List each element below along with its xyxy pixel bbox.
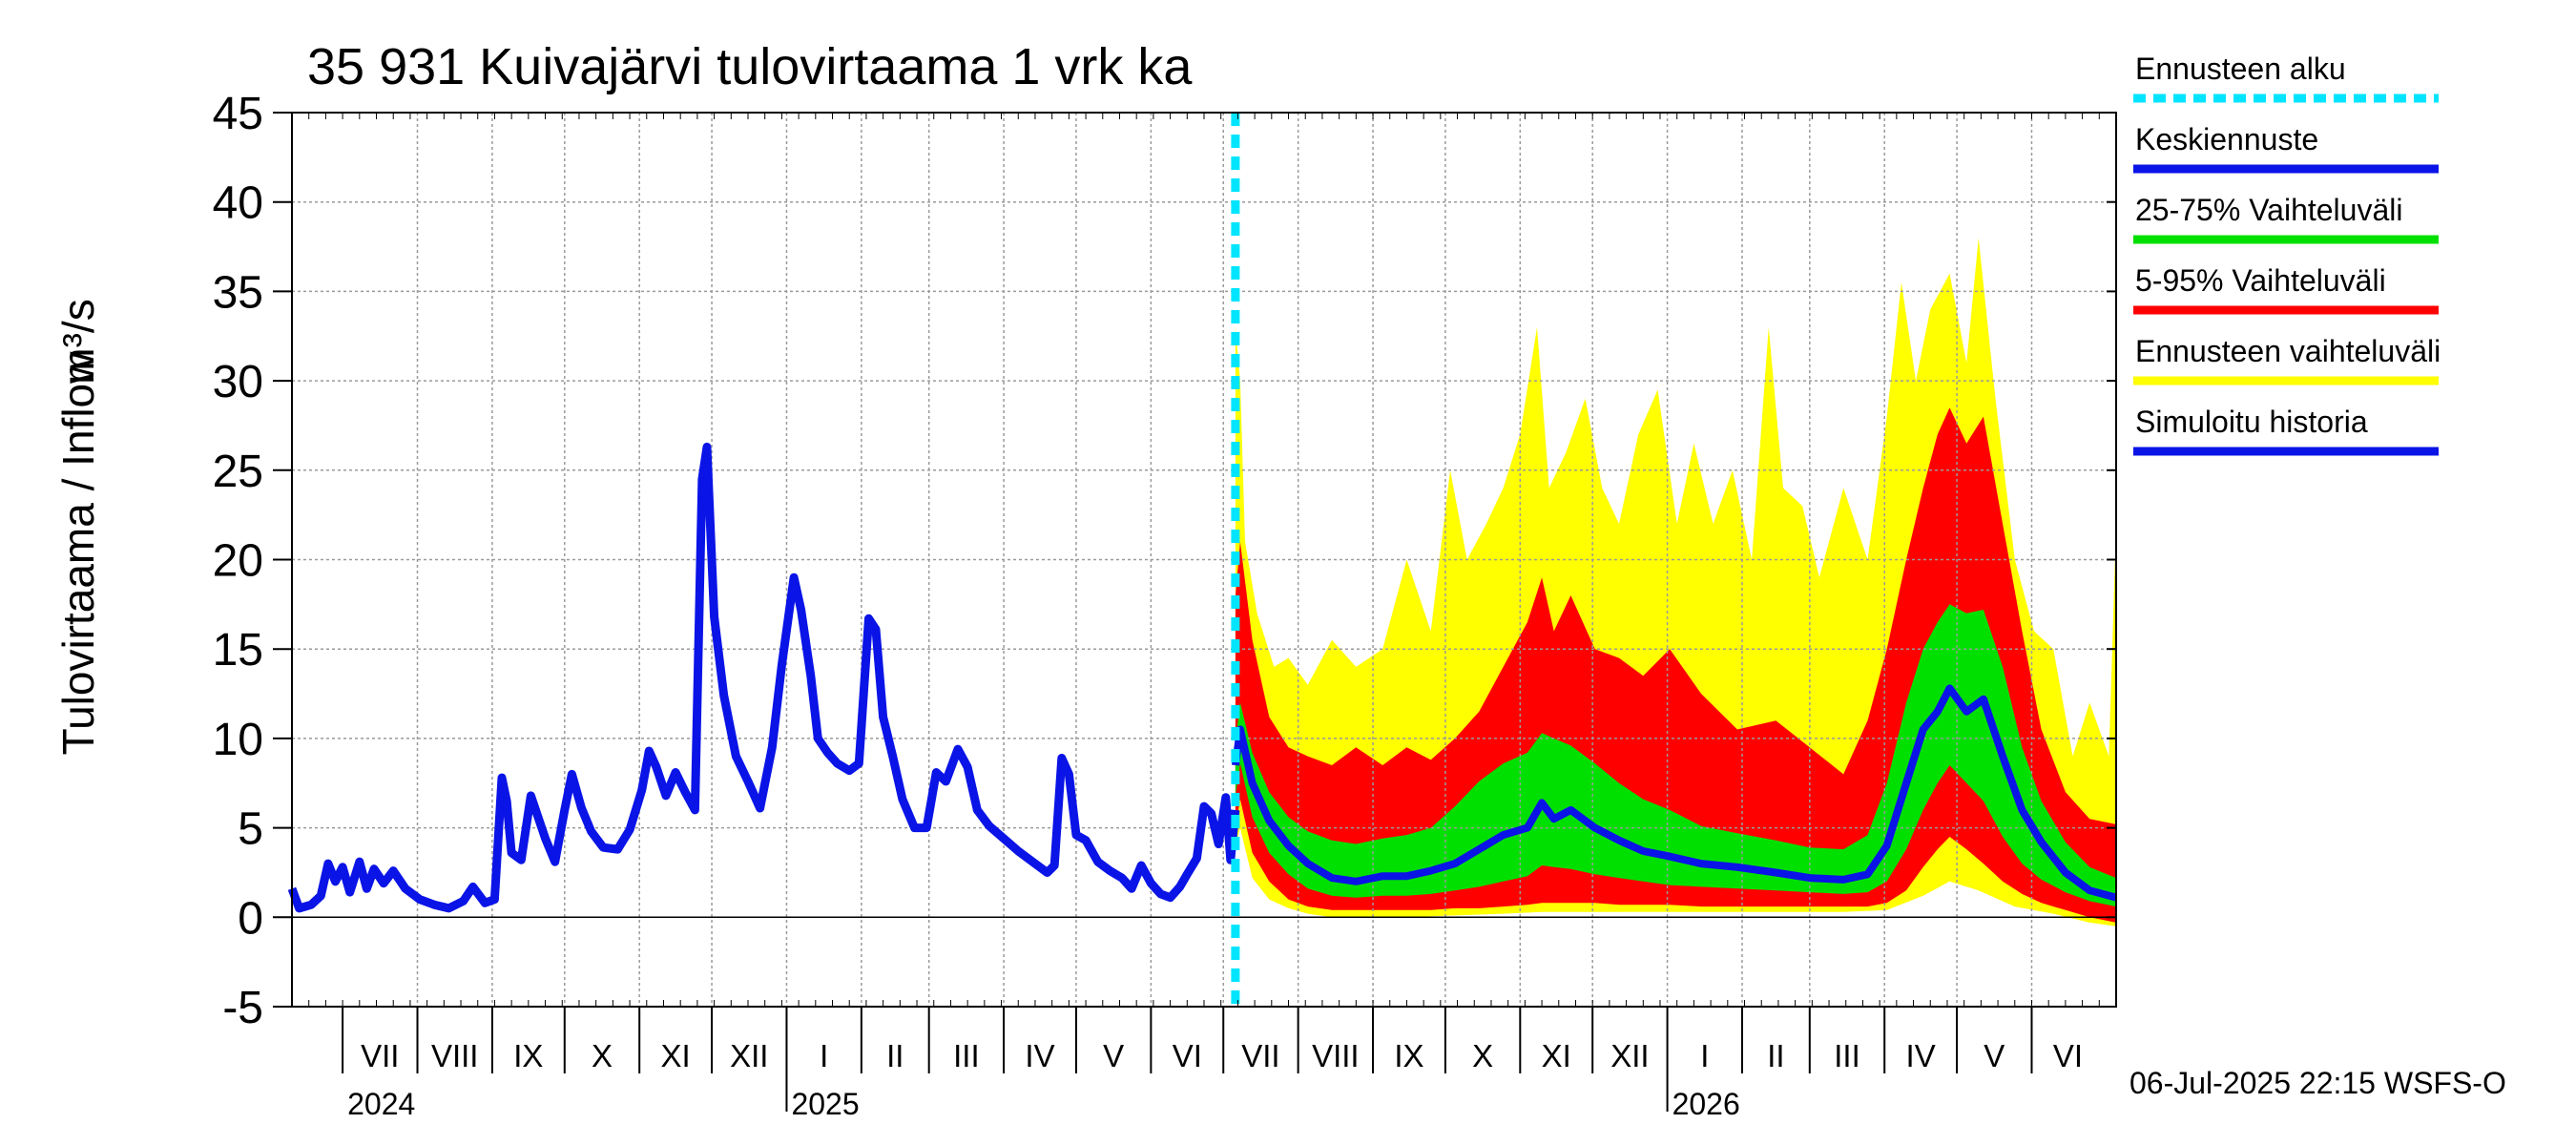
year-label: 2026: [1672, 1087, 1740, 1121]
mean-forecast-line: [1231, 684, 2118, 902]
month-label: V: [1103, 1038, 1124, 1073]
year-label: 2025: [791, 1087, 859, 1121]
history-line: [287, 442, 1240, 913]
month-label: VI: [2053, 1038, 2083, 1073]
month-label: VII: [1241, 1038, 1279, 1073]
y-tick-label: 5: [238, 804, 263, 855]
legend-label: Ennusteen alku: [2135, 52, 2346, 86]
axes: [273, 112, 2117, 1008]
y-tick-label: 15: [213, 625, 263, 676]
y-tick-label: 30: [213, 357, 263, 407]
month-label: V: [1984, 1038, 2005, 1073]
month-label: II: [1767, 1038, 1784, 1073]
y-tick-label: 45: [213, 89, 263, 139]
legend-label: Ennusteen vaihteluväli: [2135, 334, 2441, 368]
x-month-labels: VII VIII IX X XI XII I II III IV V VI VII VIII IX X XI XI…: [342, 1007, 2083, 1121]
forecast-bands: [1235, 238, 2116, 926]
month-label: XII: [730, 1038, 768, 1073]
footer-timestamp: 06-Jul-2025 22:15 WSFS-O: [2129, 1066, 2506, 1100]
y-tick-label: 25: [213, 447, 263, 497]
month-label: VI: [1173, 1038, 1202, 1073]
month-label: XI: [661, 1038, 691, 1073]
y-tick-label: 20: [213, 536, 263, 587]
chart-title: 35 931 Kuivajärvi tulovirtaama 1 vrk ka: [307, 38, 1193, 95]
month-label: VIII: [431, 1038, 479, 1073]
month-label: X: [592, 1038, 613, 1073]
legend: Ennusteen alku Keskiennuste 25-75% Vaihtel…: [2133, 52, 2441, 456]
legend-label: 5-95% Vaihteluväli: [2135, 263, 2386, 298]
month-label: VII: [361, 1038, 399, 1073]
y-tick-label: 10: [213, 715, 263, 765]
month-label: IV: [1906, 1038, 1936, 1073]
month-label: IX: [513, 1038, 543, 1073]
month-label: IX: [1394, 1038, 1423, 1073]
y-tick-label: 0: [238, 893, 263, 944]
year-label: 2024: [347, 1087, 415, 1121]
legend-label: Keskiennuste: [2135, 122, 2318, 156]
y-axis-label: Tulovirtaama / Inflow: [53, 351, 103, 755]
legend-label: 25-75% Vaihteluväli: [2135, 193, 2402, 227]
month-label: III: [1834, 1038, 1860, 1073]
month-label: VIII: [1312, 1038, 1360, 1073]
grid-lines: [292, 113, 2116, 1007]
y-tick-labels: 45 40 35 30 25 20 15 10 5 0 -5: [213, 89, 263, 1033]
legend-label: Simuloitu historia: [2135, 405, 2368, 439]
month-label: I: [820, 1038, 828, 1073]
series-lines: [287, 442, 2118, 913]
month-label: II: [886, 1038, 904, 1073]
band-25-75: [1235, 604, 2116, 907]
month-label: III: [953, 1038, 980, 1073]
month-label: IV: [1025, 1038, 1054, 1073]
y-axis-unit: m³/s: [53, 299, 103, 384]
y-tick-label: 35: [213, 267, 263, 318]
month-label: X: [1472, 1038, 1493, 1073]
month-label: I: [1700, 1038, 1709, 1073]
month-label: XI: [1542, 1038, 1571, 1073]
month-label: XII: [1610, 1038, 1649, 1073]
y-tick-label: -5: [222, 983, 263, 1033]
y-tick-label: 40: [213, 178, 263, 229]
